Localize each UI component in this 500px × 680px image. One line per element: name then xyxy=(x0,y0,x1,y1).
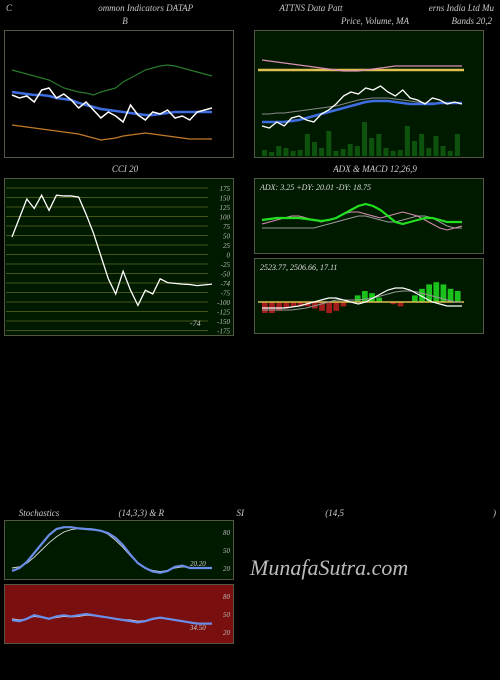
svg-text:-74: -74 xyxy=(221,280,231,288)
rsi-close: ) xyxy=(344,508,496,518)
page-header: C ommon Indicators DATAP ATTNS Data Patt… xyxy=(0,0,500,16)
svg-text:50: 50 xyxy=(223,611,231,619)
svg-text:2523.77, 2506.66, 17.11: 2523.77, 2506.66, 17.11 xyxy=(260,263,337,272)
cci-svg: 1751501251007550250-25-50-74-75-100-125-… xyxy=(4,178,234,336)
svg-text:-175: -175 xyxy=(217,328,230,336)
adx-svg: ADX: 3.25 +DY: 20.01 -DY: 18.75 xyxy=(254,178,484,254)
adx-title: ADX & MACD 12,26,9 xyxy=(254,164,496,176)
adx-macd-chart: ADX & MACD 12,26,9 ADX: 3.25 +DY: 20.01 … xyxy=(254,164,496,336)
svg-text:20: 20 xyxy=(223,629,231,637)
svg-text:-100: -100 xyxy=(217,299,230,307)
svg-text:50: 50 xyxy=(223,233,231,241)
cci-chart: CCI 20 1751501251007550250-25-50-74-75-1… xyxy=(4,164,246,336)
svg-text:-125: -125 xyxy=(217,309,230,317)
rsi-label: SI xyxy=(164,508,244,518)
bands-label: Bands 20,2 xyxy=(452,16,500,26)
svg-text:100: 100 xyxy=(220,214,231,222)
svg-text:150: 150 xyxy=(220,195,231,203)
svg-text:-150: -150 xyxy=(217,318,230,326)
hdr-right: erns India Ltd Mu xyxy=(429,3,494,13)
svg-text:80: 80 xyxy=(223,593,231,601)
svg-text:175: 175 xyxy=(220,185,231,193)
bollinger-title: B xyxy=(4,16,246,28)
svg-text:0: 0 xyxy=(227,252,231,260)
price-svg xyxy=(254,30,484,158)
chart-grid: B Price, Volume, MA Bands 20,2 CCI 20 17… xyxy=(0,16,500,336)
stoch-label: Stochastics xyxy=(4,508,74,518)
stoch-svg: 80 50 20 20.20 xyxy=(4,520,234,580)
svg-text:-74: -74 xyxy=(190,319,201,328)
svg-text:-25: -25 xyxy=(221,261,231,269)
macd-svg: 2523.77, 2506.66, 17.11 xyxy=(254,258,484,334)
svg-text:125: 125 xyxy=(220,204,231,212)
price-chart: Price, Volume, MA Bands 20,2 xyxy=(254,16,496,158)
bollinger-svg xyxy=(4,30,234,158)
svg-text:20: 20 xyxy=(223,565,231,573)
stoch-params: (14,3,3) & R xyxy=(74,508,164,518)
svg-text:75: 75 xyxy=(223,223,231,231)
svg-text:34.50: 34.50 xyxy=(189,624,206,632)
svg-text:-50: -50 xyxy=(221,271,231,279)
cci-title: CCI 20 xyxy=(4,164,246,176)
svg-text:50: 50 xyxy=(223,547,231,555)
watermark: MunafaSutra.com xyxy=(250,555,408,581)
hdr-mid2: ATTNS Data Patt xyxy=(279,3,342,13)
stoch-header: Stochastics (14,3,3) & R SI (14,5 ) xyxy=(4,508,496,518)
rsi-svg: 80 50 20 34.50 xyxy=(4,584,234,644)
bollinger-chart: B xyxy=(4,16,246,158)
hdr-mid1: ommon Indicators DATAP xyxy=(98,3,193,13)
hdr-c: C xyxy=(6,3,12,13)
svg-text:20.20: 20.20 xyxy=(190,560,206,568)
svg-text:80: 80 xyxy=(223,529,231,537)
svg-text:25: 25 xyxy=(223,242,231,250)
svg-text:ADX: 3.25 +DY: 20.01 -DY: 18.7: ADX: 3.25 +DY: 20.01 -DY: 18.75 xyxy=(259,183,371,192)
rsi-params: (14,5 xyxy=(244,508,344,518)
svg-text:-75: -75 xyxy=(221,290,231,298)
